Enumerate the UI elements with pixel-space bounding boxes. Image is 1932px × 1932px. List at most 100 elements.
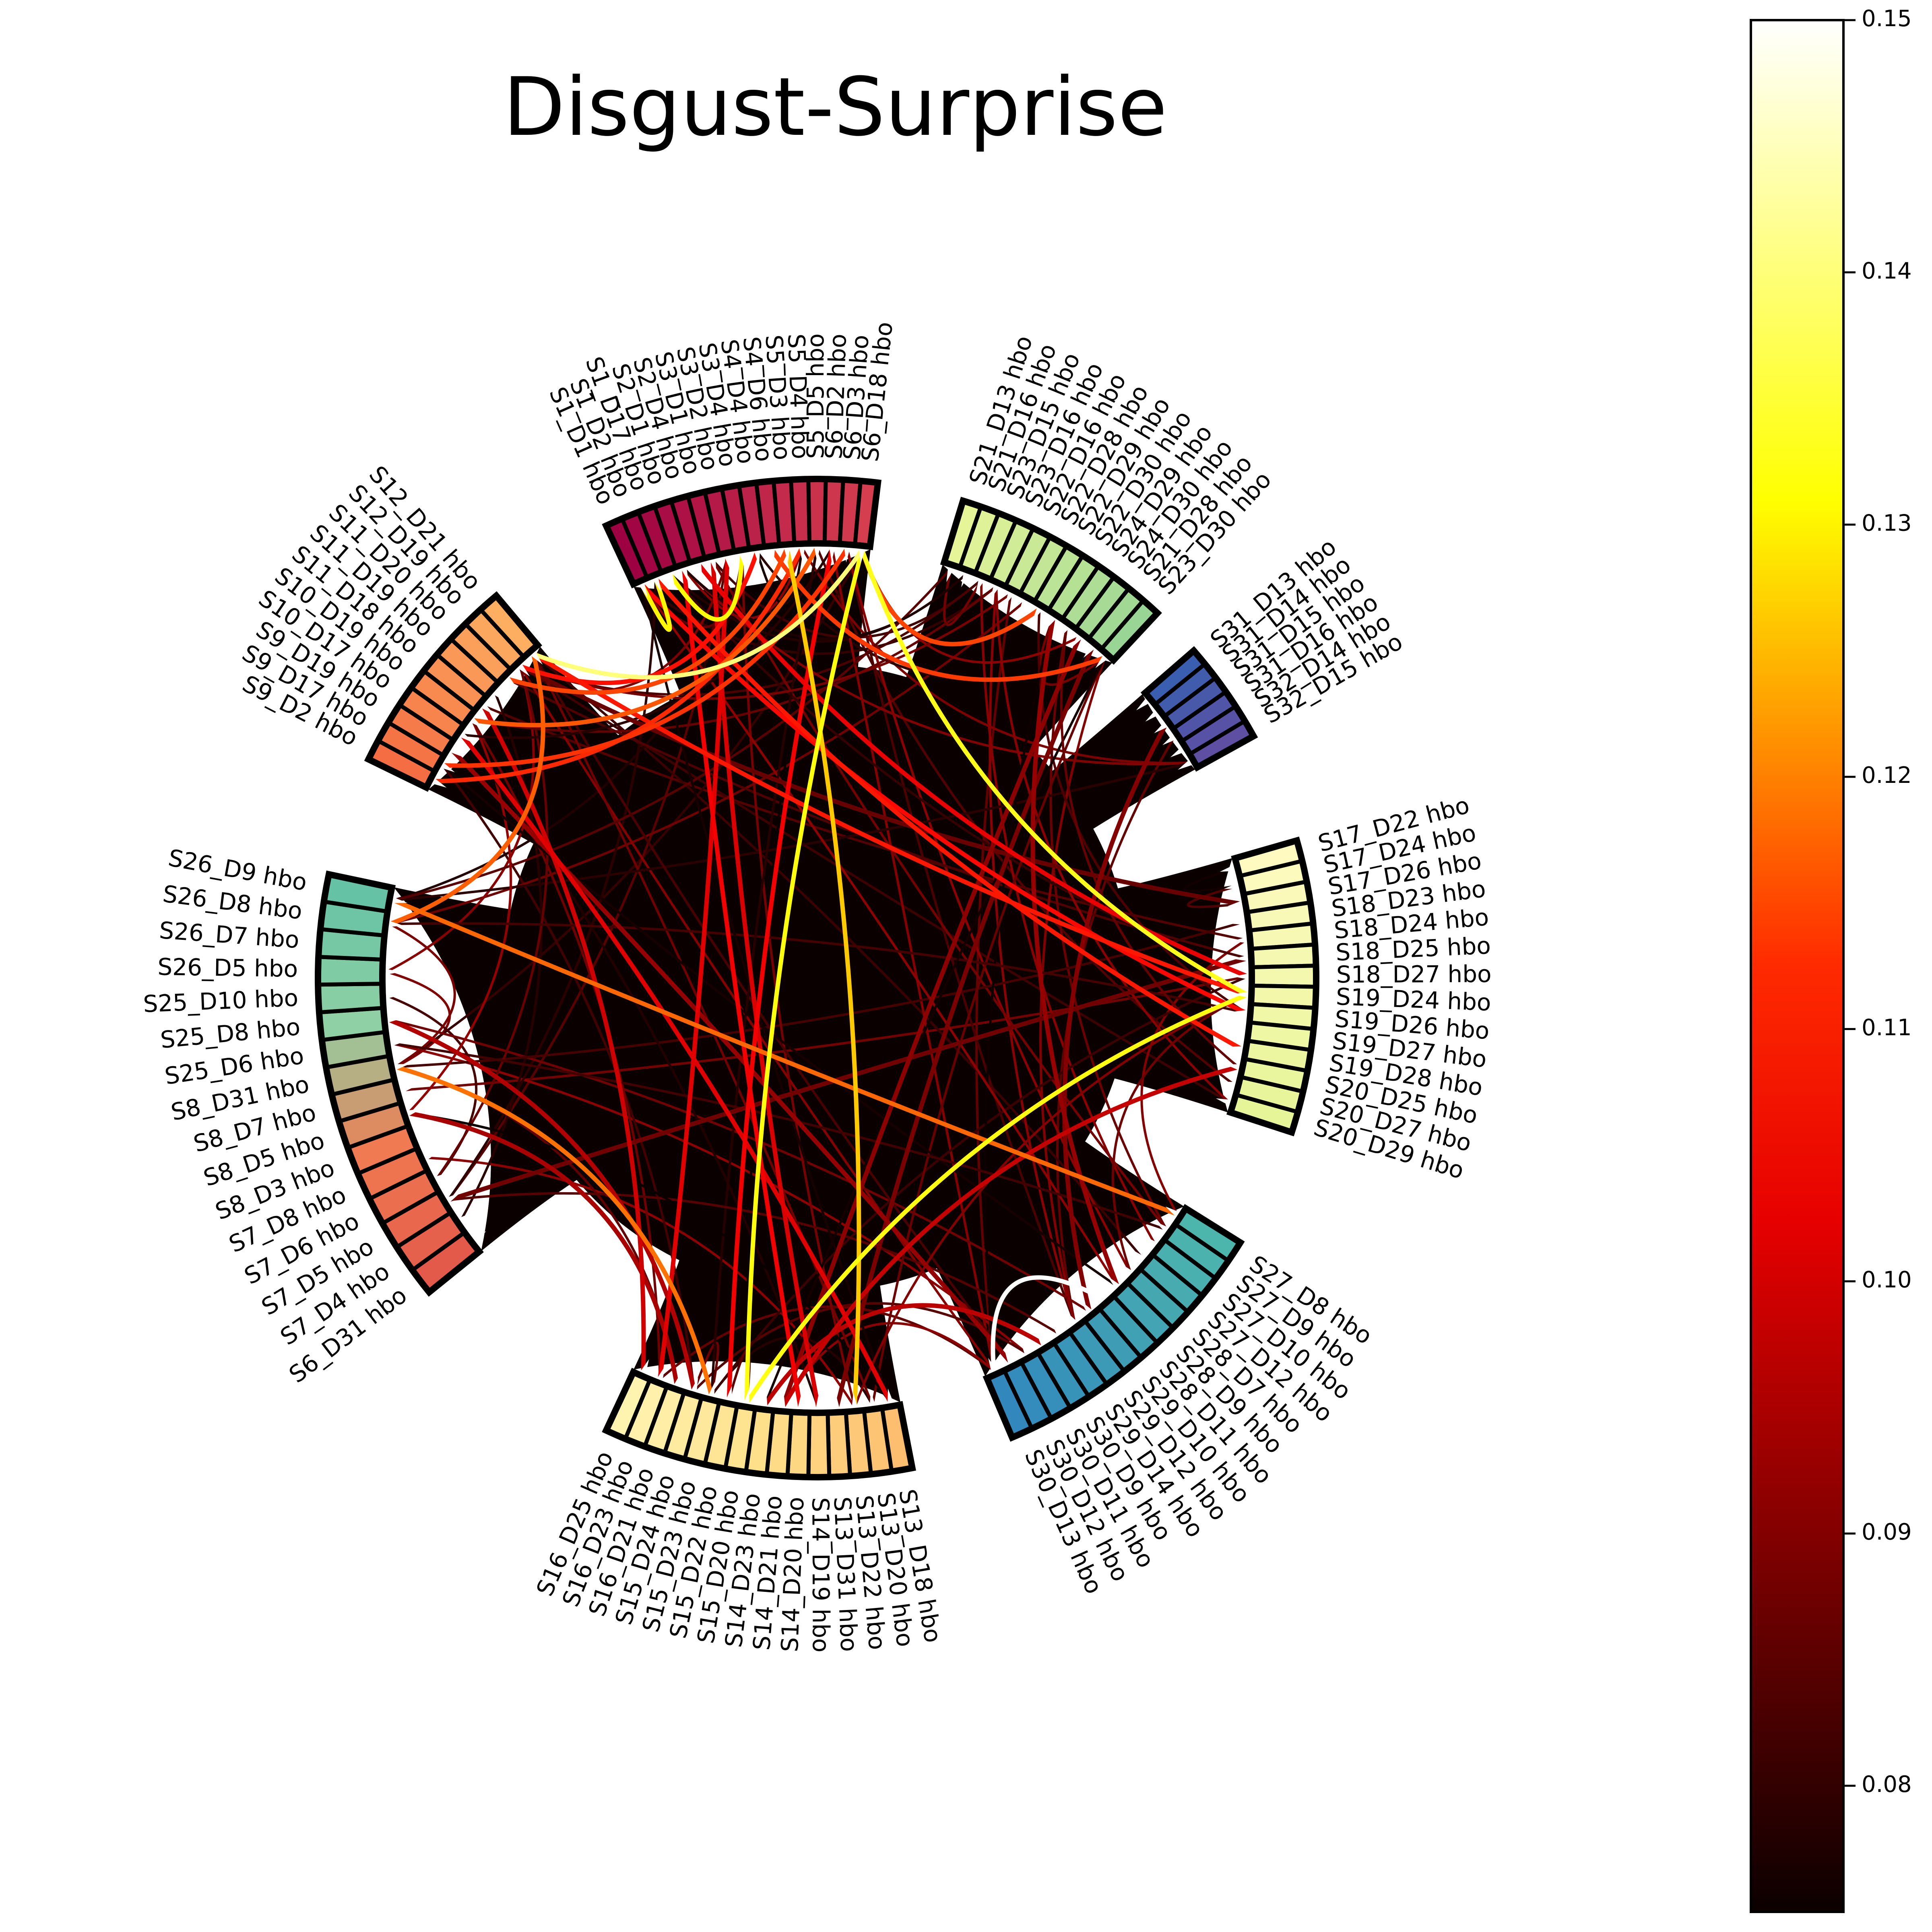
node-marker — [667, 572, 675, 587]
node-marker — [1233, 973, 1249, 980]
node-marker — [440, 762, 455, 772]
group-arc — [315, 870, 484, 1297]
node-marker — [1233, 955, 1249, 962]
background-link — [387, 1018, 1091, 1313]
colorbar-tick-label: 0.15 — [1862, 6, 1912, 32]
group-arcs — [315, 476, 1319, 1480]
background-link — [943, 567, 983, 626]
connection-links — [385, 545, 1250, 1411]
highlight-link — [446, 956, 1250, 1203]
background-link — [388, 923, 456, 1068]
node-marker — [1224, 1064, 1240, 1070]
node-marker — [1224, 883, 1239, 889]
node-marker — [739, 553, 745, 568]
node-marker — [726, 1386, 732, 1401]
highlight-link — [450, 747, 1013, 1365]
highlight-link — [440, 546, 850, 768]
highlight-link — [1030, 615, 1120, 1289]
background-link — [519, 665, 995, 1372]
background-link — [984, 617, 1055, 1372]
colorbar-tick-label: 0.14 — [1862, 258, 1912, 284]
node-cell — [826, 1410, 852, 1479]
node-marker — [470, 717, 484, 729]
background-link — [388, 600, 1027, 925]
node-marker — [1232, 1010, 1248, 1016]
node-marker — [761, 1391, 768, 1407]
background-link — [980, 578, 1157, 1246]
node-marker — [434, 1172, 449, 1183]
colorbar-tick-label: 0.09 — [1862, 1519, 1912, 1545]
node-marker — [797, 1394, 804, 1410]
node-label: S25_D10 hbo — [142, 984, 299, 1018]
node-marker — [1220, 1081, 1236, 1088]
node-marker — [472, 1231, 486, 1243]
node-marker — [1216, 1098, 1231, 1106]
node-marker — [888, 1388, 894, 1404]
highlight-link — [784, 546, 861, 1410]
node-marker — [784, 547, 790, 563]
background-link — [853, 993, 1249, 1408]
colorbar-tick-label: 0.12 — [1862, 762, 1912, 788]
node-marker — [639, 582, 648, 598]
node-marker — [829, 547, 835, 562]
background-link — [1037, 608, 1248, 1014]
background-link — [756, 546, 803, 606]
node-marker — [961, 572, 970, 587]
node-marker — [458, 1212, 473, 1224]
group-arc — [983, 1204, 1245, 1442]
node-marker — [859, 549, 865, 564]
node-cell — [1249, 942, 1318, 970]
node-marker — [815, 1394, 822, 1410]
node-marker — [390, 1040, 405, 1046]
node-marker — [517, 663, 530, 677]
node-label: S19_D24 hbo — [1335, 983, 1492, 1016]
node-marker — [387, 1016, 402, 1023]
node-marker — [1120, 1263, 1133, 1276]
node-marker — [724, 555, 731, 571]
highlight-link — [459, 732, 893, 1405]
node-marker — [1020, 1342, 1031, 1356]
group-arc — [364, 591, 543, 792]
node-marker — [446, 1193, 460, 1203]
node-label: S26_D5 hbo — [157, 953, 298, 983]
node-marker — [1071, 634, 1083, 648]
node-marker — [1230, 1028, 1246, 1034]
colorbar-tick-label: 0.08 — [1862, 1771, 1912, 1798]
colorbar-tick-label: 0.13 — [1862, 510, 1912, 536]
node-cell — [1249, 963, 1318, 989]
node-marker — [1032, 607, 1042, 621]
node-marker — [1230, 919, 1245, 925]
node-marker — [1220, 865, 1235, 872]
node-marker — [1004, 591, 1014, 606]
node-marker — [1170, 747, 1185, 758]
node-marker — [1227, 900, 1243, 907]
node-marker — [869, 1391, 876, 1407]
highlight-link — [744, 547, 865, 1406]
background-link — [975, 592, 1012, 1372]
node-marker — [779, 1393, 786, 1409]
background-link — [989, 585, 1076, 1325]
background-link — [683, 546, 803, 619]
highlight-link — [1062, 722, 1168, 1314]
background-link — [392, 762, 1191, 902]
background-link — [519, 592, 1012, 700]
highlight-link — [391, 898, 1180, 1217]
node-marker — [432, 778, 447, 788]
background-link — [394, 921, 1245, 1068]
node-marker — [492, 689, 506, 702]
node-marker — [530, 651, 543, 665]
node-marker — [691, 1377, 698, 1393]
highlight-link — [431, 545, 805, 784]
background-link — [390, 1042, 1029, 1355]
background-link — [1112, 993, 1249, 1275]
node-marker — [1066, 1312, 1078, 1326]
highlight-link — [470, 545, 819, 728]
node-marker — [1233, 991, 1249, 998]
node-marker — [946, 567, 954, 582]
highlight-link — [406, 1111, 679, 1388]
node-marker — [1155, 1221, 1169, 1233]
colorbar-tick-label: 0.11 — [1862, 1015, 1912, 1041]
highlight-link — [386, 1017, 696, 1393]
